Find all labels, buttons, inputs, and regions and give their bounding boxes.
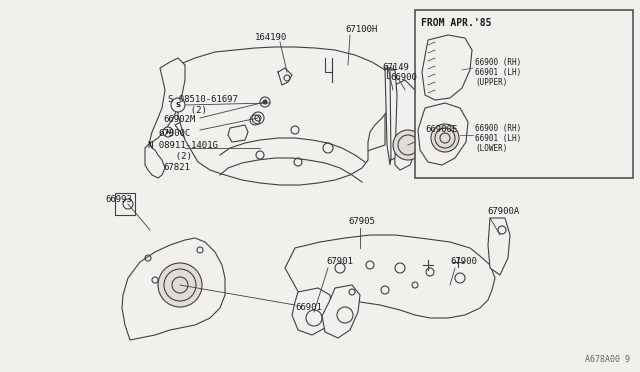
Text: N 08911-1401G: N 08911-1401G [148,141,218,151]
Text: FROM APR.'85: FROM APR.'85 [421,18,492,28]
Circle shape [263,100,267,104]
Circle shape [171,98,185,112]
Text: 66901: 66901 [295,304,322,312]
Text: (2): (2) [180,106,207,115]
Text: 67900: 67900 [450,257,477,266]
Polygon shape [122,238,225,340]
Polygon shape [488,218,510,275]
Bar [415,10,633,178]
Text: (LOWER): (LOWER) [475,144,508,153]
Polygon shape [292,288,332,335]
Polygon shape [175,92,385,165]
Text: A678A00 9: A678A00 9 [585,355,630,364]
Text: N: N [165,129,171,135]
Polygon shape [322,285,360,338]
Text: (UPPER): (UPPER) [475,77,508,87]
Polygon shape [418,103,468,165]
Polygon shape [393,80,420,170]
Circle shape [393,130,423,160]
Text: 67901: 67901 [326,257,353,266]
Text: 66900E: 66900E [425,125,457,135]
Text: 66900 (RH): 66900 (RH) [475,58,521,67]
Text: 67300C: 67300C [158,128,190,138]
Polygon shape [115,193,135,215]
Circle shape [158,263,202,307]
Circle shape [431,124,459,152]
Text: 67100H: 67100H [345,26,377,35]
Polygon shape [285,235,495,318]
Polygon shape [145,58,185,178]
Text: 66900: 66900 [390,74,417,83]
Text: 164190: 164190 [255,33,287,42]
Text: 66993: 66993 [105,196,132,205]
Text: 66901 (LH): 66901 (LH) [475,134,521,142]
Polygon shape [422,35,472,100]
Polygon shape [385,68,395,165]
Text: 66901 (LH): 66901 (LH) [475,67,521,77]
Polygon shape [390,70,397,160]
Text: S 08510-61697: S 08510-61697 [168,96,238,105]
Text: 67821: 67821 [163,164,190,173]
Text: 67900A: 67900A [487,208,519,217]
Text: 66900 (RH): 66900 (RH) [475,124,521,132]
Text: (2): (2) [165,151,192,160]
Polygon shape [228,125,248,142]
Polygon shape [178,47,392,185]
Text: 67149: 67149 [382,64,409,73]
Text: S: S [175,102,180,108]
Circle shape [163,127,173,137]
Text: 67905: 67905 [348,218,375,227]
Text: 66902M: 66902M [163,115,195,125]
